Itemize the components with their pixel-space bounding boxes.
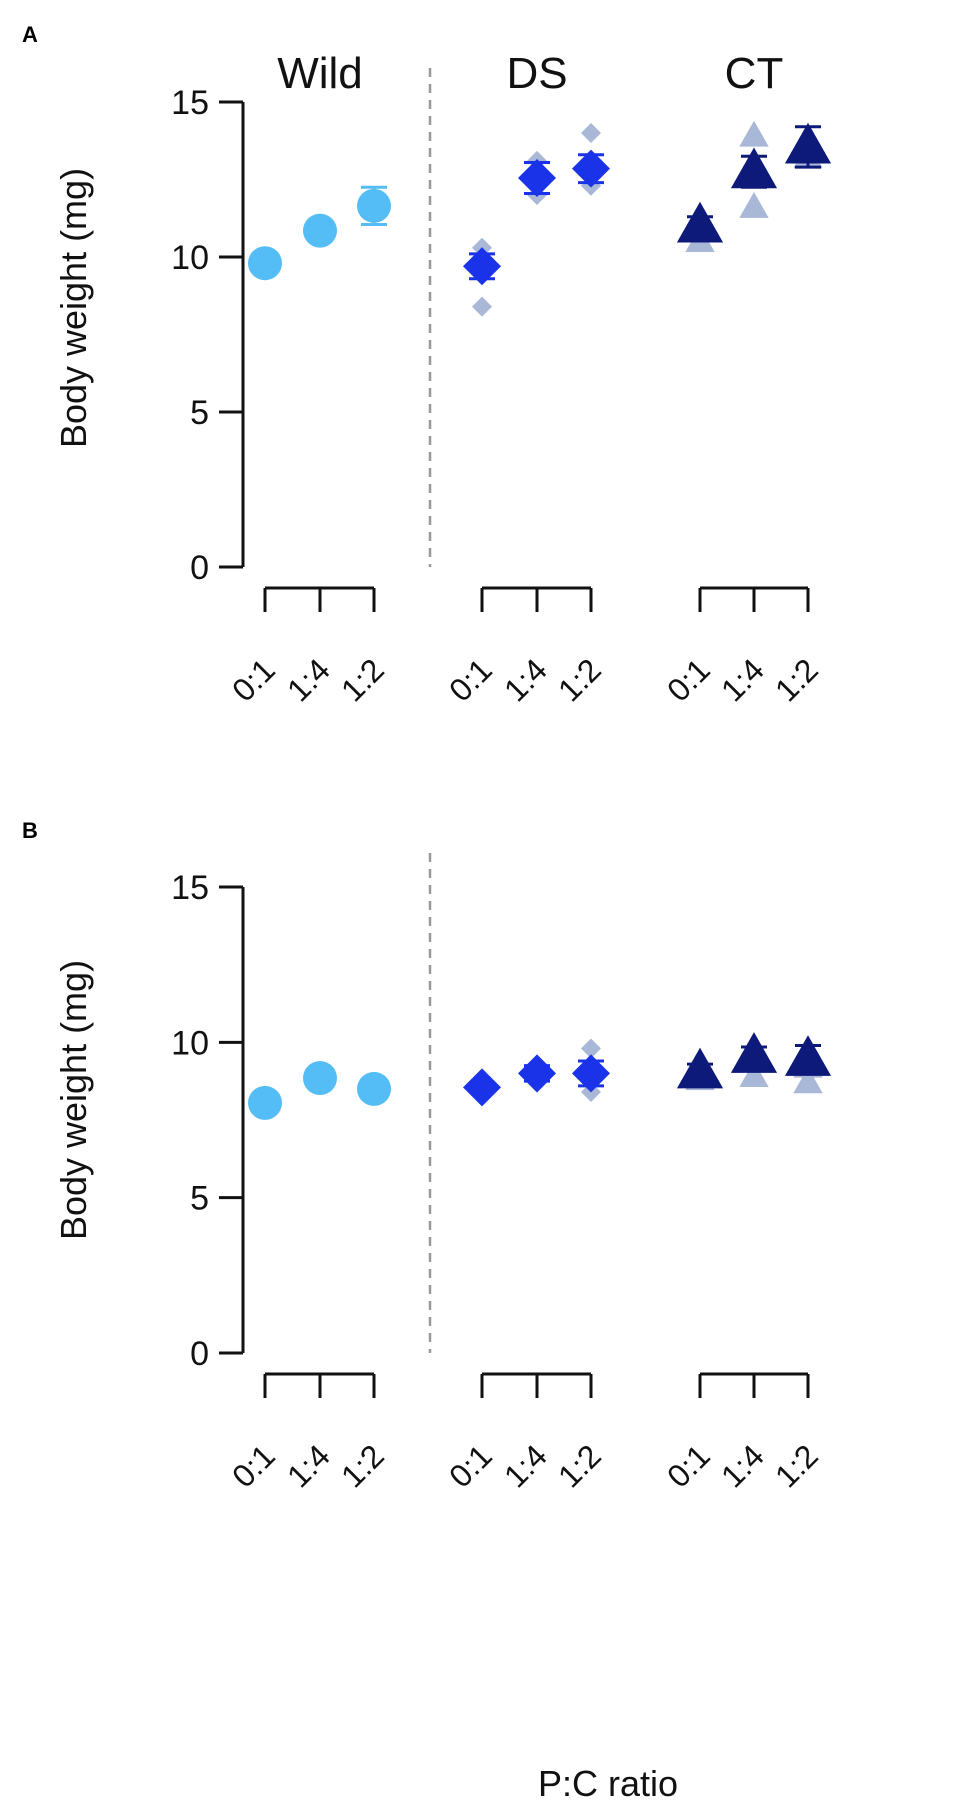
x-tick-label: 1:4 [714, 1437, 771, 1494]
y-tick-label: 5 [190, 1180, 209, 1218]
replicate-point [472, 296, 492, 317]
mean-point-ds [572, 1054, 610, 1093]
group-label-ct: CT [725, 49, 784, 98]
mean-point-wild [303, 1061, 337, 1096]
x-tick-label: 1:4 [280, 651, 337, 708]
x-tick-label: 0:1 [442, 651, 499, 708]
mean-point-ds [518, 1054, 556, 1093]
x-axis-title: P:C ratio [538, 1763, 678, 1804]
mean-point-ds [463, 247, 501, 286]
y-tick-label: 15 [171, 84, 209, 122]
mean-point-ct [730, 1032, 778, 1073]
replicate-point [581, 123, 601, 143]
x-tick-label: 0:1 [442, 1437, 499, 1494]
mean-point-wild [303, 213, 337, 248]
x-tick-label: 1:4 [714, 651, 771, 708]
mean-point-ct [784, 122, 832, 164]
replicate-point [739, 120, 769, 147]
replicate-point [739, 1061, 769, 1088]
x-tick-label: 1:4 [280, 1437, 337, 1494]
mean-point-ct [676, 1047, 724, 1089]
x-tick-label: 1:2 [768, 1437, 825, 1494]
group-label-ds: DS [506, 49, 567, 98]
replicate-point [581, 1038, 601, 1059]
x-tick-label: 1:4 [497, 651, 554, 708]
y-tick-label: 0 [190, 1335, 209, 1373]
mean-point-wild [357, 188, 391, 223]
mean-point-ct [676, 201, 724, 243]
y-tick-label: 10 [171, 239, 209, 277]
mean-point-ds [518, 158, 556, 197]
x-tick-label: 1:2 [768, 651, 825, 708]
y-tick-label: 15 [171, 869, 209, 907]
panel-label-a: A [22, 22, 38, 47]
panel-b: B Body weight (mg) P:C ratio 0510150:11:… [22, 818, 832, 1804]
mean-point-wild [248, 1085, 282, 1120]
x-tick-label: 0:1 [660, 1437, 717, 1494]
mean-point-ct [784, 1035, 832, 1076]
x-tick-label: 0:1 [225, 1437, 282, 1494]
replicate-point [739, 192, 769, 218]
x-tick-label: 1:2 [334, 1437, 391, 1494]
mean-point-wild [357, 1071, 391, 1106]
mean-point-ct [730, 147, 778, 189]
x-tick-label: 1:2 [551, 651, 608, 708]
y-axis-title-a: Body weight (mg) [53, 168, 94, 448]
x-tick-label: 1:4 [497, 1437, 554, 1494]
mean-point-wild [248, 246, 282, 281]
y-tick-label: 5 [190, 394, 209, 432]
panel-a: A Body weight (mg) Wild DS CT 0510150:11:4… [22, 22, 832, 708]
group-label-wild: Wild [277, 49, 363, 98]
x-tick-label: 1:2 [551, 1437, 608, 1494]
x-tick-label: 0:1 [225, 651, 282, 708]
x-tick-label: 1:2 [334, 651, 391, 708]
y-axis-title-b: Body weight (mg) [53, 960, 94, 1240]
y-tick-label: 0 [190, 549, 209, 587]
x-tick-label: 0:1 [660, 651, 717, 708]
mean-point-ds [463, 1068, 501, 1107]
y-tick-label: 10 [171, 1024, 209, 1062]
mean-point-ds [572, 149, 610, 188]
replicate-point [793, 1067, 823, 1094]
panel-label-b: B [22, 818, 38, 843]
